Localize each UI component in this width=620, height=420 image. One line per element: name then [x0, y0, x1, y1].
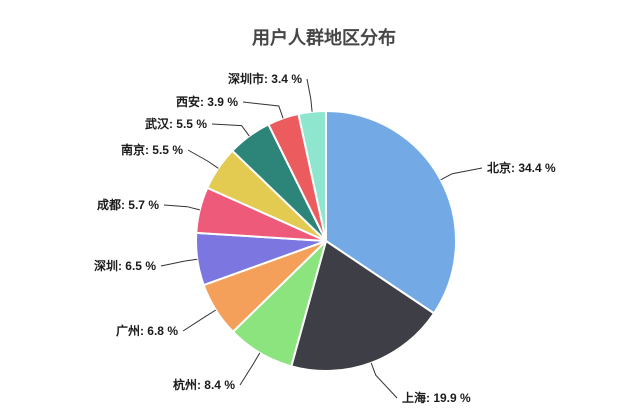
slice-label: 武汉: 5.5 % [145, 116, 207, 131]
label-leader-line [370, 362, 398, 399]
slice-label: 南京: 5.5 % [121, 142, 183, 157]
label-leader-line [182, 309, 217, 332]
slice-label: 北京: 34.4 % [487, 160, 556, 175]
slice-label: 深圳: 6.5 % [94, 258, 156, 273]
slice-labels-group: 北京: 34.4 % 上海: 19.9 % 杭州: 8.4 % 广州: 6.8 % 深圳… [94, 71, 556, 405]
slice-label: 广州: 6.8 % [116, 323, 178, 338]
label-leader-line [211, 123, 250, 137]
slice-label: 深圳市: 3.4 % [228, 71, 302, 86]
label-leader-line [163, 204, 200, 211]
label-leader-line [242, 101, 284, 119]
label-leader-line [440, 167, 483, 181]
pie-slice-0[interactable] [325, 110, 457, 315]
label-leader-lines-group [160, 78, 483, 399]
label-leader-line [306, 78, 313, 112]
pie-slices-group [195, 110, 457, 372]
slice-label: 西安: 3.9 % [176, 94, 238, 109]
label-leader-line [239, 352, 261, 386]
label-leader-line [187, 149, 219, 169]
slice-label: 上海: 19.9 % [402, 390, 471, 405]
pie-slice-9[interactable] [297, 110, 327, 242]
slice-label: 成都: 5.7 % [97, 197, 159, 212]
slice-label: 杭州: 8.4 % [173, 377, 235, 392]
label-leader-line [160, 258, 198, 267]
chart-title: 用户人群地区分布 [252, 27, 396, 48]
pie-slice-1[interactable] [290, 240, 435, 372]
